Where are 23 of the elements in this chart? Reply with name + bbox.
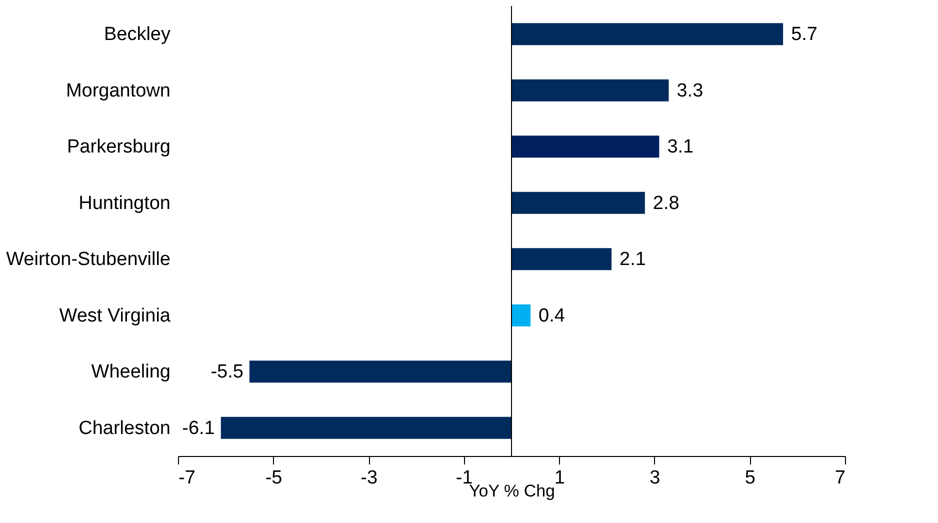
y-tick-label: Parkersburg — [67, 136, 170, 158]
x-tick-label: 3 — [650, 468, 660, 488]
y-tick-label: Morgantown — [66, 80, 170, 102]
y-tick-label: Beckley — [104, 24, 171, 46]
y-tick-label: West Virginia — [59, 305, 171, 326]
data-label: 5.7 — [791, 24, 818, 46]
data-label: 2.1 — [620, 249, 646, 270]
x-tick-label: 1 — [554, 468, 565, 488]
y-tick-label: Weirton-Stubenville — [6, 249, 170, 270]
x-tick-label: 5 — [744, 468, 756, 488]
x-tick-label: -5 — [265, 468, 282, 488]
x-tick-label: -3 — [360, 468, 378, 488]
y-tick-label: Huntington — [78, 192, 170, 214]
data-label: -6.1 — [182, 418, 215, 439]
y-tick-label: Wheeling — [91, 362, 170, 383]
data-label: 3.1 — [667, 136, 694, 158]
y-tick-label: Charleston — [78, 418, 170, 439]
data-label: 3.3 — [676, 80, 704, 102]
data-label: -5.5 — [210, 362, 244, 383]
data-label: 2.8 — [652, 192, 680, 214]
x-tick-label: -7 — [178, 468, 196, 488]
x-tick-label: 7 — [834, 468, 846, 488]
data-label: 0.4 — [538, 305, 566, 326]
